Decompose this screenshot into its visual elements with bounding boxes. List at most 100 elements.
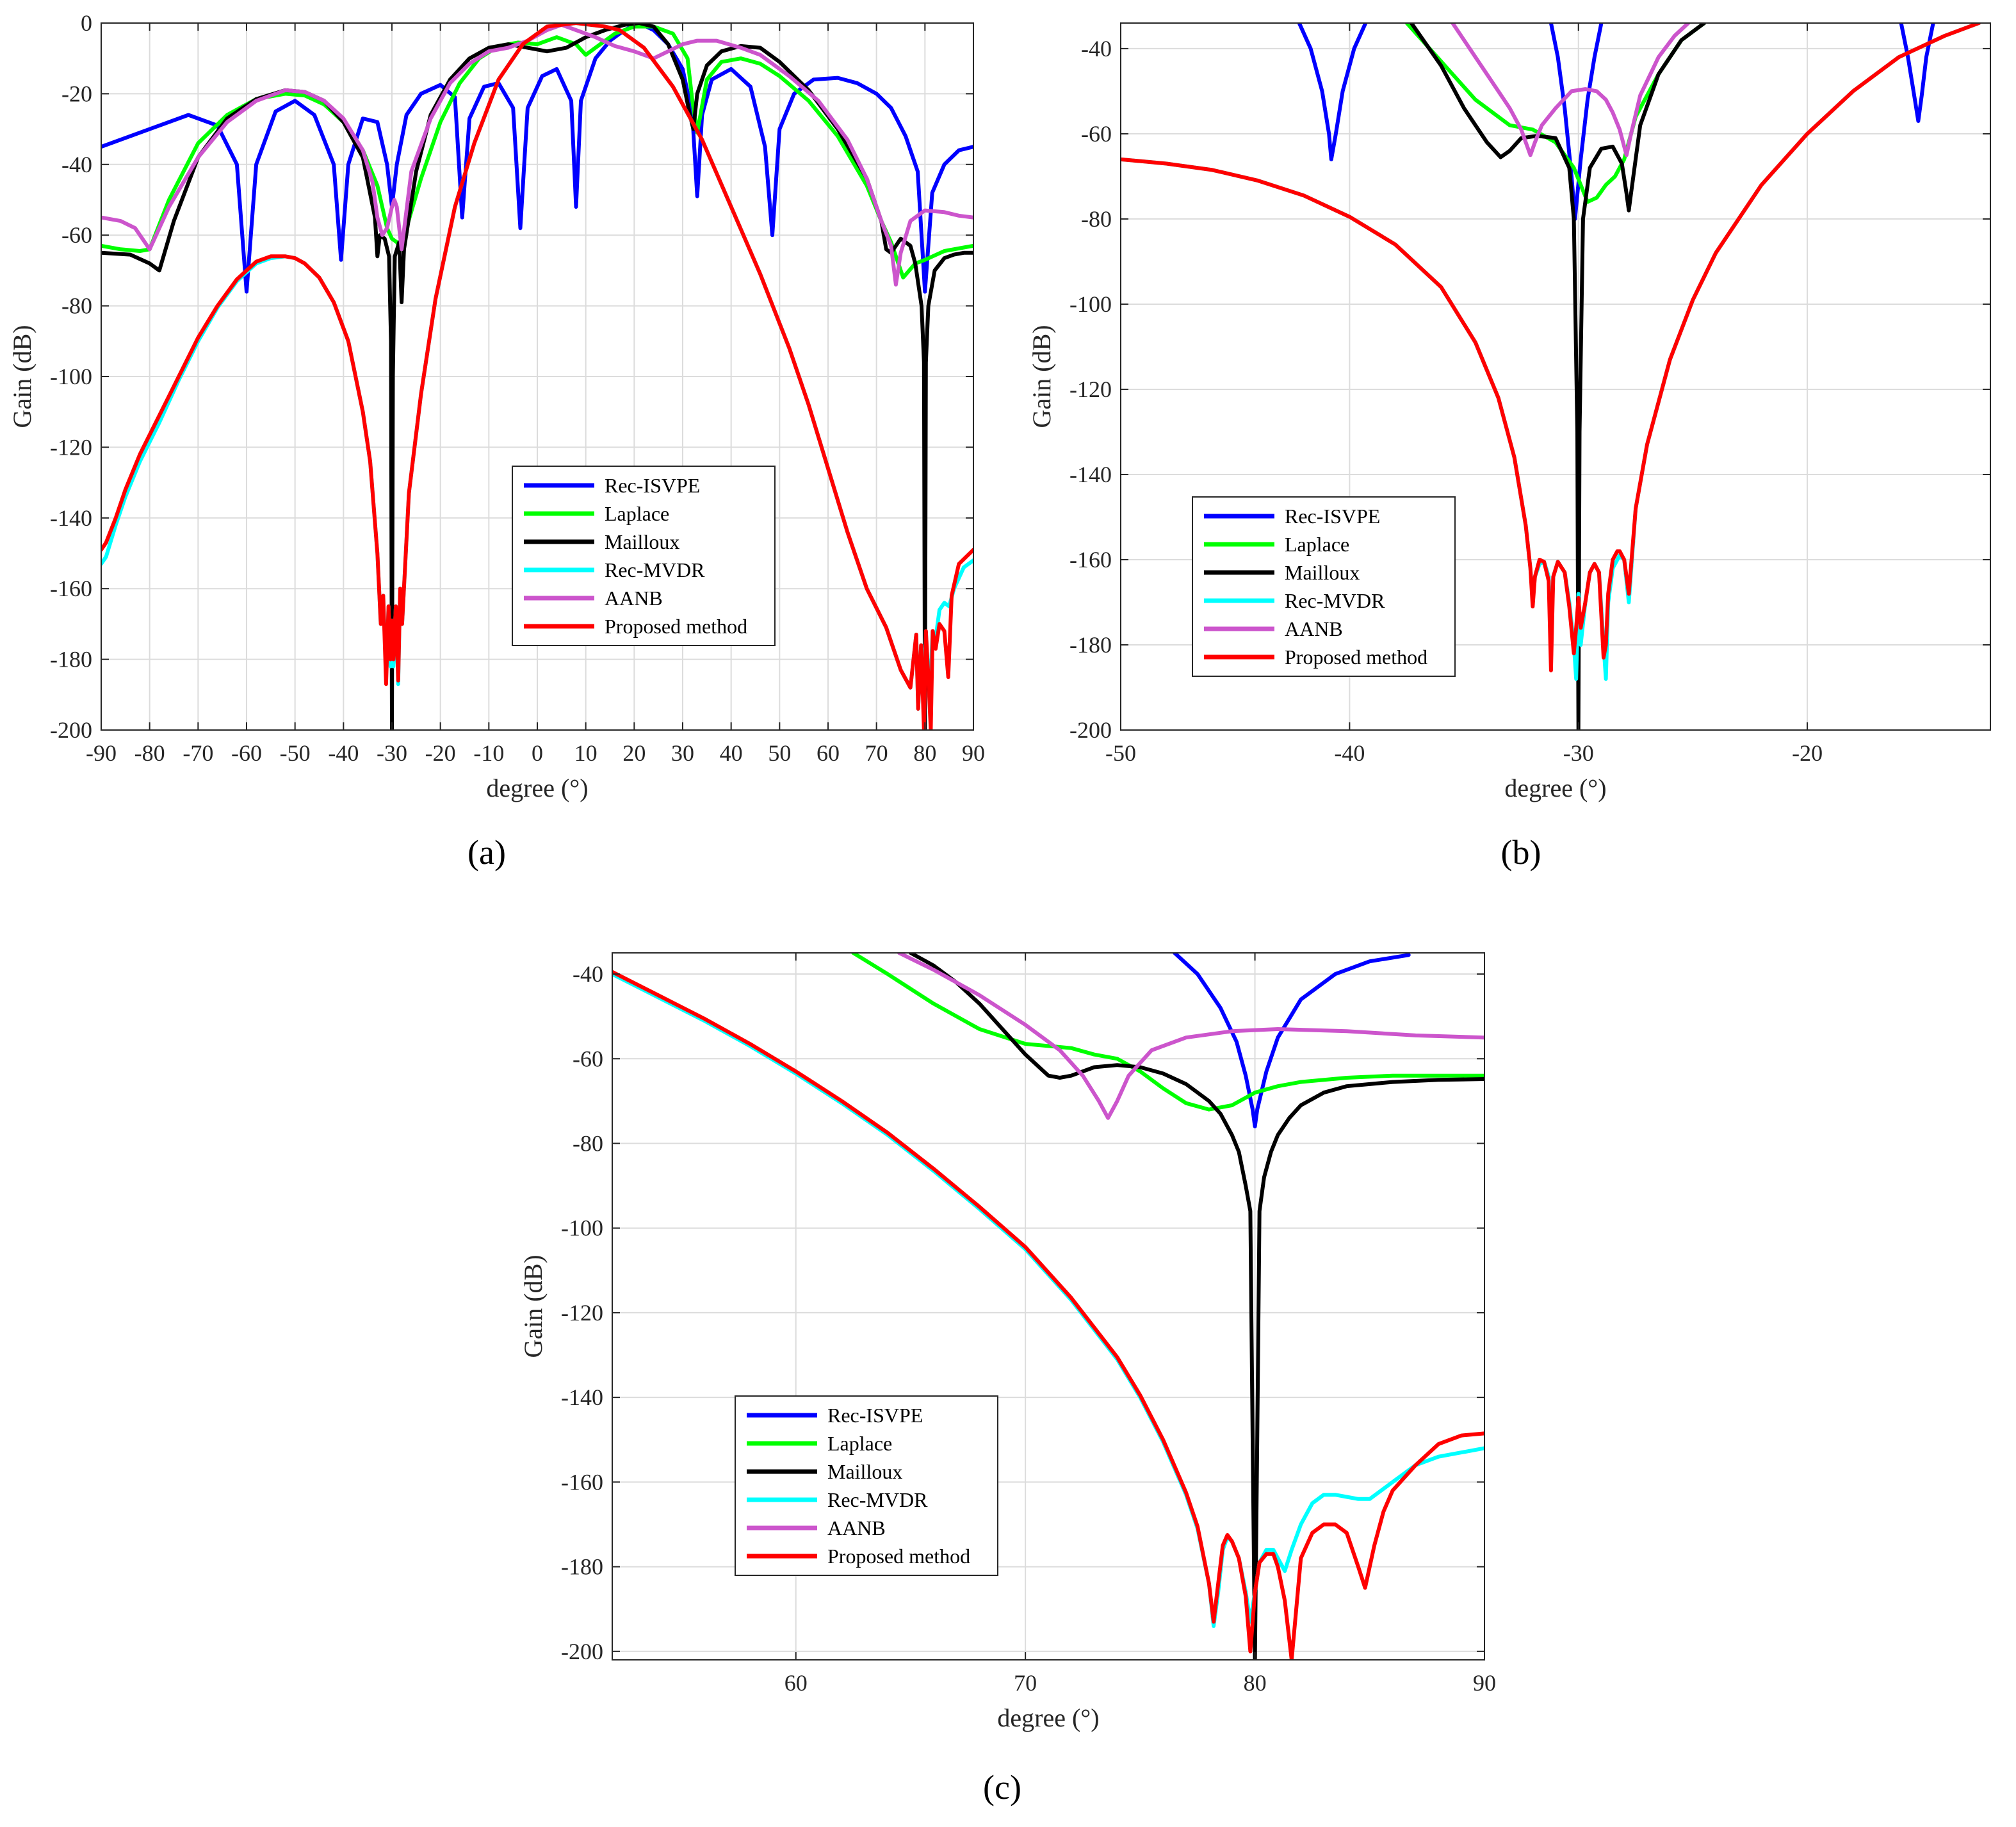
y-tick-label: -80 — [61, 293, 92, 319]
legend-label: AANB — [827, 1516, 886, 1539]
series-line-mailloux — [908, 953, 1484, 1660]
series-line-aanb — [101, 23, 973, 287]
legend-label: Mailloux — [605, 530, 679, 553]
axes-box — [1120, 22, 1991, 731]
x-tick-label: -70 — [183, 740, 213, 766]
y-tick-label: -140 — [1069, 462, 1112, 487]
x-tick-label: 70 — [1014, 1670, 1037, 1696]
chart-panel-c: 60 70 80 90 -40 -60 -80 -100 -120 -140 -160 -180 -20… — [500, 929, 1524, 1761]
series-line-aanb — [897, 953, 1484, 1120]
y-tick-label: -40 — [573, 961, 603, 987]
y-tick-label: -100 — [1069, 291, 1112, 317]
x-tick-label: 30 — [671, 740, 694, 766]
x-tick-label: -40 — [1334, 740, 1365, 766]
y-tick-label: -140 — [50, 505, 92, 531]
y-tick-label: -60 — [573, 1046, 603, 1071]
x-tick-label: 80 — [913, 740, 936, 766]
x-tick-label: -40 — [328, 740, 359, 766]
chart-c-svg: 60 70 80 90 -40 -60 -80 -100 -120 -140 -160 -180 -20… — [519, 952, 1496, 1732]
legend-box — [735, 1395, 998, 1576]
y-tick-label: -60 — [1081, 121, 1112, 147]
axes-box — [612, 952, 1485, 1661]
series-line-mailloux — [101, 23, 973, 730]
legend-label: AANB — [605, 587, 663, 610]
x-tick-label: 80 — [1244, 1670, 1267, 1696]
y-tick-label: -180 — [1069, 632, 1112, 658]
y-tick-label: -120 — [561, 1300, 603, 1326]
y-tick-label: -120 — [1069, 377, 1112, 402]
legend-label: AANB — [1285, 617, 1343, 640]
y-tick-label: -40 — [1081, 36, 1112, 61]
chart-b-svg: -50 -40 -30 -20 -40 -60 -80 -100 -120 -140 -160 -18… — [1027, 22, 1991, 802]
legend-label: Proposed method — [605, 615, 747, 638]
legend-label: Rec-MVDR — [605, 558, 705, 581]
x-tick-label: 90 — [1473, 1670, 1496, 1696]
series-line-proposed-method — [1121, 23, 1981, 672]
caption-c: (c) — [983, 1768, 1021, 1807]
x-tick-label: -30 — [1563, 740, 1594, 766]
x-tick-label: -10 — [473, 740, 504, 766]
x-tick-label: -60 — [231, 740, 262, 766]
x-tick-label: 90 — [962, 740, 985, 766]
y-tick-label: -80 — [1081, 206, 1112, 232]
y-tick-label: -120 — [50, 434, 92, 460]
y-tick-label: -180 — [561, 1554, 603, 1580]
legend-box — [1192, 496, 1456, 677]
x-tick-label: 0 — [532, 740, 543, 766]
legend-label: Rec-MVDR — [827, 1488, 928, 1511]
y-tick-label: -160 — [561, 1469, 603, 1495]
y-tick-label: -200 — [50, 717, 92, 743]
legend-label: Laplace — [605, 502, 669, 525]
x-tick-label: 10 — [574, 740, 597, 766]
caption-a: (a) — [467, 833, 506, 872]
series-line-rec-isvpe — [101, 23, 973, 294]
series-group — [612, 953, 1484, 1660]
y-tick-label: -180 — [50, 647, 92, 672]
chart-panel-a: -90 -80 -70 -60 -50 -40 -30 -20 -10 0 10 20 30 40 50 60… — [0, 0, 1005, 852]
chart-a-svg: -90 -80 -70 -60 -50 -40 -30 -20 -10 0 10 20 30 40 50 60… — [8, 10, 985, 802]
y-tick-label: -20 — [61, 81, 92, 106]
series-line-laplace — [851, 953, 1484, 1112]
x-tick-label: -20 — [1792, 740, 1823, 766]
series-line-laplace — [1404, 23, 1707, 204]
x-tick-label: 60 — [817, 740, 840, 766]
x-tick-label: -90 — [86, 740, 117, 766]
legend-label: Rec-ISVPE — [1285, 505, 1380, 528]
legend-label: Mailloux — [827, 1460, 902, 1483]
series-line-aanb — [1451, 23, 1691, 158]
x-tick-label: 50 — [768, 740, 791, 766]
chart-panel-b: -50 -40 -30 -20 -40 -60 -80 -100 -120 -140 -160 -18… — [1018, 0, 2016, 852]
series-line-proposed-method — [101, 23, 973, 730]
legend-label: Rec-ISVPE — [605, 474, 700, 497]
legend-label: Proposed method — [827, 1545, 970, 1568]
x-tick-label: 20 — [622, 740, 646, 766]
x-tick-label: -50 — [1105, 740, 1136, 766]
legend-label: Laplace — [827, 1432, 892, 1455]
legend-label: Laplace — [1285, 533, 1349, 556]
x-tick-label: 40 — [720, 740, 743, 766]
series-line-mailloux — [1409, 23, 1707, 730]
y-axis-label: Gain (dB) — [8, 325, 37, 428]
y-tick-label: -140 — [561, 1384, 603, 1410]
x-axis-label: degree (°) — [997, 1703, 1099, 1732]
legend-label: Mailloux — [1285, 561, 1360, 584]
series-line-rec-isvpe — [1173, 953, 1411, 1128]
y-tick-label: -160 — [1069, 547, 1112, 572]
legend-label: Rec-MVDR — [1285, 589, 1385, 612]
y-tick-label: -100 — [50, 364, 92, 389]
x-axis-label: degree (°) — [486, 774, 588, 802]
x-axis-label: degree (°) — [1504, 774, 1606, 802]
y-tick-label: -100 — [561, 1215, 603, 1241]
y-tick-label: -60 — [61, 222, 92, 248]
legend-label: Rec-ISVPE — [827, 1404, 923, 1427]
x-tick-label: 60 — [784, 1670, 808, 1696]
series-line-proposed-method — [612, 970, 1484, 1660]
y-tick-label: -200 — [561, 1639, 603, 1664]
series-line-laplace — [101, 24, 973, 280]
x-tick-label: -30 — [377, 740, 407, 766]
legend-label: Proposed method — [1285, 646, 1427, 669]
caption-b: (b) — [1500, 833, 1541, 872]
legend-box — [512, 466, 776, 646]
x-tick-label: -80 — [134, 740, 165, 766]
x-tick-label: -50 — [280, 740, 311, 766]
